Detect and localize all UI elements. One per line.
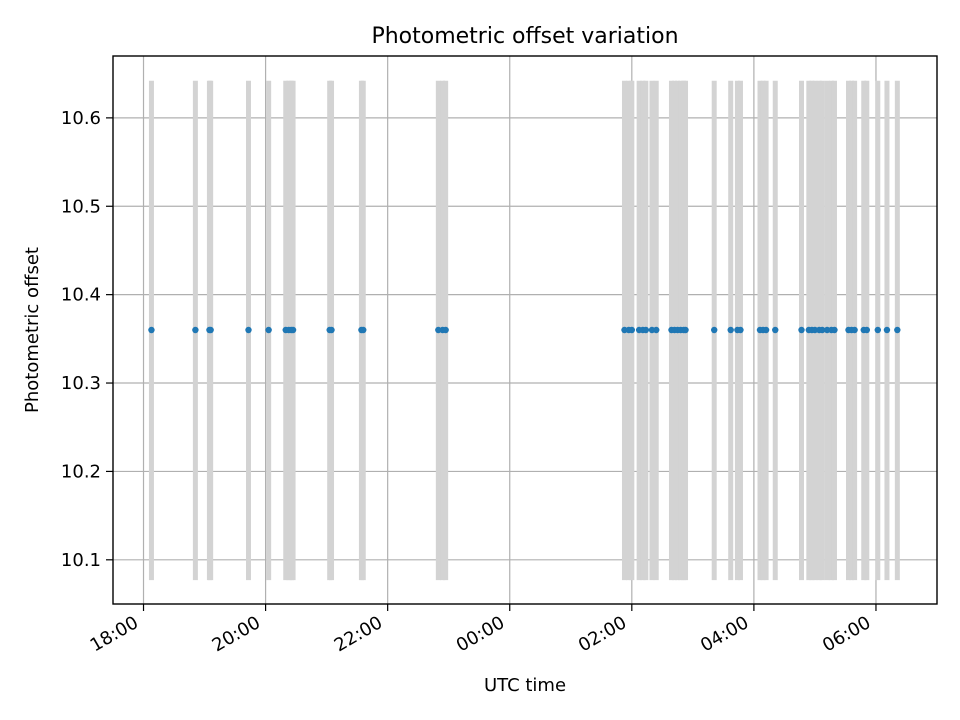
data-point xyxy=(798,326,805,334)
x-tick-label: 04:00 xyxy=(697,612,752,656)
data-point xyxy=(883,326,891,334)
x-tick-label: 02:00 xyxy=(575,612,630,656)
data-point xyxy=(851,326,858,334)
data-points xyxy=(148,326,901,334)
data-point xyxy=(442,326,449,334)
data-point xyxy=(289,326,297,334)
data-point xyxy=(737,326,744,334)
x-axis-ticks: 18:00 20:00 22:00 00:00 02:00 04:00 06:00 xyxy=(87,604,877,656)
y-tick-label: 10.3 xyxy=(61,373,101,394)
data-point xyxy=(711,326,718,334)
data-point xyxy=(628,326,636,334)
x-tick-label: 22:00 xyxy=(331,612,386,656)
data-point xyxy=(772,326,779,334)
data-point xyxy=(762,326,770,334)
data-point xyxy=(148,326,155,334)
data-point xyxy=(642,326,650,334)
data-point xyxy=(863,326,871,334)
y-tick-label: 10.1 xyxy=(61,550,101,571)
data-point xyxy=(360,326,367,334)
data-point xyxy=(682,326,689,334)
error-bars xyxy=(148,80,900,581)
data-point xyxy=(727,326,734,334)
data-point xyxy=(894,326,901,334)
data-point xyxy=(874,326,881,334)
y-tick-label: 10.6 xyxy=(61,108,101,129)
y-tick-label: 10.5 xyxy=(61,196,101,217)
data-point xyxy=(653,326,660,334)
data-point xyxy=(245,326,252,334)
y-tick-label: 10.4 xyxy=(61,285,101,306)
data-point xyxy=(328,326,335,334)
data-point xyxy=(192,326,199,334)
x-tick-label: 18:00 xyxy=(87,612,142,656)
plot-frame xyxy=(112,55,938,605)
y-axis-label: Photometric offset xyxy=(22,247,43,413)
data-point xyxy=(831,326,838,334)
y-tick-label: 10.2 xyxy=(61,461,101,482)
x-tick-label: 20:00 xyxy=(209,612,264,656)
x-tick-label: 06:00 xyxy=(819,612,874,656)
y-axis-ticks: 10.1 10.2 10.3 10.4 10.5 10.6 xyxy=(61,108,113,571)
data-point xyxy=(207,326,214,334)
x-axis-label: UTC time xyxy=(484,675,566,696)
chart-title: Photometric offset variation xyxy=(371,24,678,49)
data-point xyxy=(819,326,826,334)
x-tick-label: 00:00 xyxy=(453,612,508,656)
data-point xyxy=(265,326,272,334)
